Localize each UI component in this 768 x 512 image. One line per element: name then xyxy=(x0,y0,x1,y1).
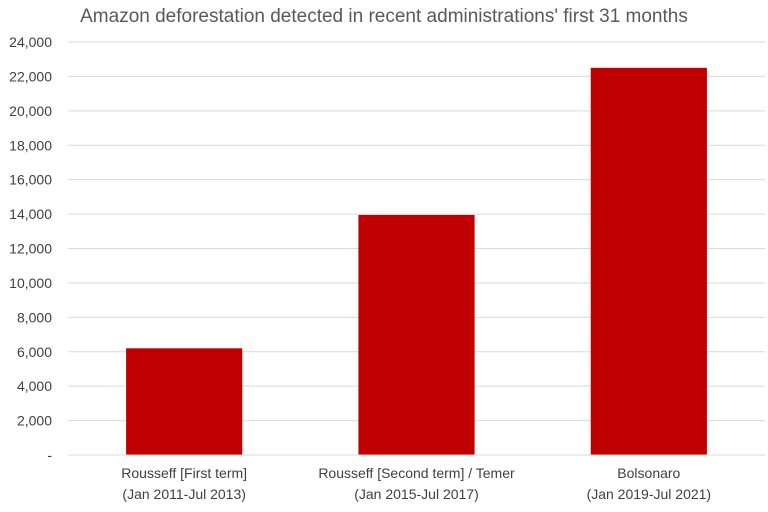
x-category-label: Rousseff [First term] xyxy=(121,465,247,481)
x-axis-category-labels: Rousseff [First term] (Jan 2011-Jul 2013)… xyxy=(121,465,711,502)
y-tick-label: 24,000 xyxy=(9,34,52,50)
x-category-label: Bolsonaro xyxy=(617,465,680,481)
y-tick-label: 4,000 xyxy=(17,378,52,394)
y-tick-label: - xyxy=(47,447,52,463)
x-category-sublabel: (Jan 2011-Jul 2013) xyxy=(122,486,245,502)
x-category-sublabel: (Jan 2015-Jul 2017) xyxy=(354,486,479,502)
bar xyxy=(126,348,243,455)
bar xyxy=(590,67,707,455)
bars xyxy=(126,67,707,455)
y-tick-label: 18,000 xyxy=(9,137,52,153)
y-axis-tick-labels: - 2,000 4,000 6,000 8,000 10,000 12,000 14,000 1… xyxy=(9,34,52,463)
y-tick-label: 16,000 xyxy=(9,172,52,188)
y-tick-label: 20,000 xyxy=(9,103,52,119)
x-category-sublabel: (Jan 2019-Jul 2021) xyxy=(587,486,712,502)
y-tick-label: 8,000 xyxy=(17,309,52,325)
x-category-label: Rousseff [Second term] / Temer xyxy=(318,465,515,481)
y-tick-label: 14,000 xyxy=(9,206,52,222)
chart-title: Amazon deforestation detected in recent … xyxy=(80,6,688,27)
y-tick-label: 22,000 xyxy=(9,68,52,84)
bar xyxy=(358,214,475,455)
y-tick-label: 2,000 xyxy=(17,413,52,429)
y-tick-label: 10,000 xyxy=(9,275,52,291)
y-tick-label: 12,000 xyxy=(9,241,52,257)
y-tick-label: 6,000 xyxy=(17,344,52,360)
